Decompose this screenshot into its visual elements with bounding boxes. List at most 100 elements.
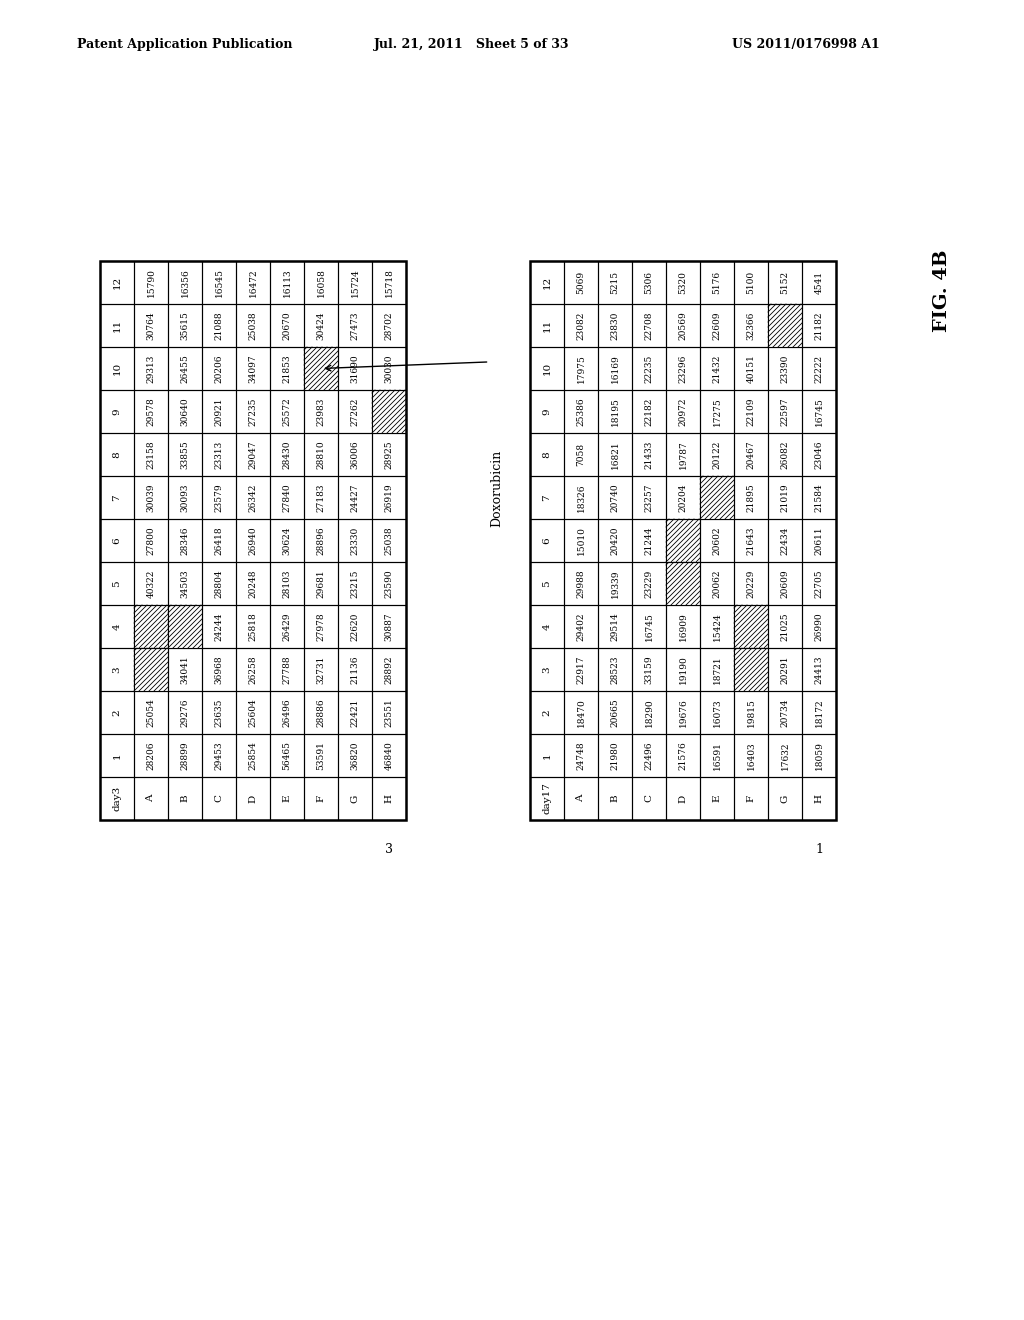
Text: 53591: 53591 <box>316 741 326 770</box>
Text: 23635: 23635 <box>214 698 223 727</box>
Text: 9: 9 <box>113 408 122 414</box>
Text: 1: 1 <box>815 842 823 855</box>
Text: 23330: 23330 <box>350 527 359 554</box>
Text: 25854: 25854 <box>249 741 257 770</box>
Text: 5: 5 <box>543 581 552 587</box>
Text: 23229: 23229 <box>644 569 653 598</box>
Text: 35615: 35615 <box>180 312 189 341</box>
Text: 20248: 20248 <box>249 569 257 598</box>
Text: 22434: 22434 <box>780 527 790 554</box>
Text: 36968: 36968 <box>214 655 223 684</box>
Text: 28523: 28523 <box>610 655 620 684</box>
Text: US 2011/0176998 A1: US 2011/0176998 A1 <box>732 38 880 51</box>
Text: 1: 1 <box>543 752 552 759</box>
Text: 25572: 25572 <box>283 397 292 426</box>
Text: Jul. 21, 2011   Sheet 5 of 33: Jul. 21, 2011 Sheet 5 of 33 <box>374 38 569 51</box>
Text: 5: 5 <box>113 581 122 587</box>
Text: 21980: 21980 <box>610 742 620 770</box>
Text: 30039: 30039 <box>146 483 156 512</box>
Text: 16821: 16821 <box>610 440 620 469</box>
Text: 30030: 30030 <box>384 354 393 383</box>
Text: 30624: 30624 <box>283 527 292 554</box>
Text: 26082: 26082 <box>780 441 790 469</box>
Text: 18195: 18195 <box>610 397 620 426</box>
Text: 20420: 20420 <box>610 527 620 554</box>
Text: 4: 4 <box>113 623 122 630</box>
Text: 24413: 24413 <box>814 655 823 684</box>
Text: 15790: 15790 <box>146 268 156 297</box>
Text: 22496: 22496 <box>644 742 653 770</box>
Text: 5306: 5306 <box>644 271 653 294</box>
Text: 16745: 16745 <box>814 397 823 426</box>
Text: 16909: 16909 <box>679 612 687 642</box>
Text: 9: 9 <box>543 408 552 414</box>
Text: 1: 1 <box>113 752 122 759</box>
Text: 16169: 16169 <box>610 354 620 383</box>
Text: 29047: 29047 <box>249 440 257 469</box>
Text: 27840: 27840 <box>283 483 292 512</box>
Text: 28430: 28430 <box>283 441 292 469</box>
Text: 25818: 25818 <box>249 612 257 642</box>
Text: 2: 2 <box>113 709 122 715</box>
Text: 8: 8 <box>543 451 552 458</box>
Text: 32366: 32366 <box>746 312 756 339</box>
Text: 29402: 29402 <box>577 612 586 640</box>
Text: 25038: 25038 <box>249 312 257 339</box>
Text: 23983: 23983 <box>316 397 326 425</box>
Text: 21019: 21019 <box>780 483 790 512</box>
Text: 17975: 17975 <box>577 354 586 383</box>
Text: 33159: 33159 <box>644 655 653 684</box>
Text: 30424: 30424 <box>316 312 326 339</box>
Text: G: G <box>350 795 359 803</box>
Text: 10: 10 <box>543 362 552 375</box>
Text: 18470: 18470 <box>577 698 586 727</box>
Text: 23215: 23215 <box>350 569 359 598</box>
Text: 40322: 40322 <box>146 569 156 598</box>
Text: 20734: 20734 <box>780 698 790 727</box>
Text: 28103: 28103 <box>283 569 292 598</box>
Text: 22609: 22609 <box>713 312 722 339</box>
Text: 21584: 21584 <box>814 483 823 512</box>
Text: 27183: 27183 <box>316 483 326 512</box>
Text: 20602: 20602 <box>713 527 722 554</box>
Text: 16058: 16058 <box>316 268 326 297</box>
Text: 21088: 21088 <box>214 312 223 339</box>
Text: FIG. 4B: FIG. 4B <box>933 249 951 331</box>
Text: 22917: 22917 <box>577 655 586 684</box>
Text: 5069: 5069 <box>577 271 586 294</box>
Text: 20665: 20665 <box>610 698 620 727</box>
Text: E: E <box>283 795 292 803</box>
Text: 32731: 32731 <box>316 655 326 684</box>
Text: 23046: 23046 <box>814 441 823 469</box>
Text: C: C <box>214 795 223 803</box>
Text: 7: 7 <box>543 494 552 500</box>
Text: 30764: 30764 <box>146 312 156 339</box>
Text: 11: 11 <box>543 319 552 333</box>
Text: B: B <box>180 795 189 803</box>
Text: 22235: 22235 <box>644 354 653 383</box>
Text: 20921: 20921 <box>214 397 223 426</box>
Text: 3: 3 <box>113 667 122 673</box>
Text: 23313: 23313 <box>214 441 223 469</box>
Text: 28804: 28804 <box>214 569 223 598</box>
Text: 16472: 16472 <box>249 268 257 297</box>
Text: 5152: 5152 <box>780 271 790 294</box>
Text: 27235: 27235 <box>249 397 257 426</box>
Text: D: D <box>679 795 687 803</box>
Text: 19676: 19676 <box>679 698 687 727</box>
Text: 23590: 23590 <box>384 569 393 598</box>
Text: 21643: 21643 <box>746 527 756 554</box>
Text: 28896: 28896 <box>316 527 326 554</box>
Text: 33855: 33855 <box>180 440 189 469</box>
Text: D: D <box>249 795 257 803</box>
Text: 20972: 20972 <box>679 397 687 426</box>
Text: 29276: 29276 <box>180 698 189 727</box>
Text: 26496: 26496 <box>283 698 292 727</box>
Text: 29988: 29988 <box>577 569 586 598</box>
Text: 21136: 21136 <box>350 655 359 684</box>
Text: 16403: 16403 <box>746 742 756 770</box>
Text: 21576: 21576 <box>679 741 687 770</box>
Text: 17275: 17275 <box>713 397 722 426</box>
Text: 4: 4 <box>543 623 552 630</box>
Text: 28899: 28899 <box>180 742 189 770</box>
